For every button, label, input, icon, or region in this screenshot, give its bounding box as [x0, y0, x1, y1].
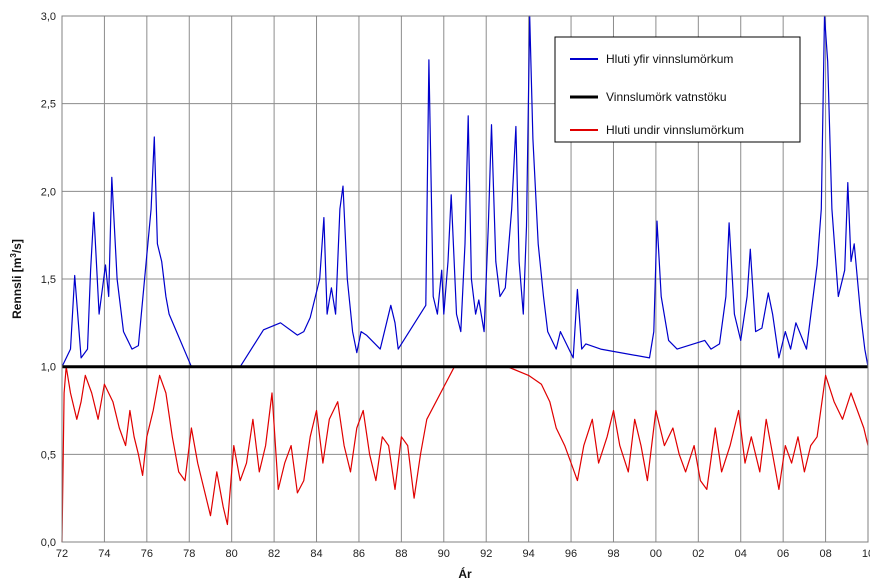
- x-tick-label-15: 02: [692, 548, 704, 560]
- y-axis-title-base: Rennsli [m: [10, 258, 24, 319]
- x-tick-label-0: 72: [56, 548, 68, 560]
- x-tick-label-8: 88: [395, 548, 407, 560]
- x-tick-label-19: 10: [862, 548, 870, 560]
- x-tick-label-14: 00: [650, 548, 662, 560]
- legend: Hluti yfir vinnslumörkum Vinnslumörk vat…: [554, 36, 801, 143]
- series-above-line: [61, 15, 869, 368]
- x-tick-label-5: 82: [268, 548, 280, 560]
- x-tick-label-10: 92: [480, 548, 492, 560]
- x-tick-label-3: 78: [183, 548, 195, 560]
- y-axis-title-end: /s]: [10, 239, 24, 253]
- x-tick-label-4: 80: [226, 548, 238, 560]
- y-tick-label-6: 3,0: [41, 11, 56, 23]
- legend-label-below: Hluti undir vinnslumörkum: [606, 123, 744, 137]
- legend-box: [554, 36, 801, 143]
- series-below-line: [61, 366, 869, 543]
- y-tick-label-1: 0,5: [41, 449, 56, 461]
- x-tick-label-1: 74: [98, 548, 110, 560]
- x-tick-label-11: 94: [523, 548, 535, 560]
- x-axis-title: Ár: [458, 566, 472, 580]
- x-tick-labels: 72 74 76 78 80 82 84 86 88 90 92 94 96 98 00 02 04 06 08 10: [56, 548, 870, 560]
- y-tick-label-5: 2,5: [41, 99, 56, 111]
- y-axis-title: Rennsli [m3/s]: [9, 239, 24, 319]
- y-tick-label-4: 2,0: [41, 186, 56, 198]
- y-tick-label-0: 0,0: [41, 537, 56, 549]
- y-tick-label-3: 1,5: [41, 274, 56, 286]
- x-tick-label-17: 06: [777, 548, 789, 560]
- x-tick-label-6: 84: [310, 548, 322, 560]
- x-tick-label-9: 90: [438, 548, 450, 560]
- x-tick-label-7: 86: [353, 548, 365, 560]
- x-tick-label-12: 96: [565, 548, 577, 560]
- y-tick-label-2: 1,0: [41, 362, 56, 374]
- legend-label-threshold: Vinnslumörk vatnstöku: [606, 90, 727, 104]
- x-tick-label-13: 98: [607, 548, 619, 560]
- series-layer: [61, 15, 869, 543]
- x-tick-label-2: 76: [141, 548, 153, 560]
- y-tick-labels: 0,0 0,5 1,0 1,5 2,0 2,5 3,0: [41, 11, 56, 549]
- x-tick-label-18: 08: [819, 548, 831, 560]
- legend-label-above: Hluti yfir vinnslumörkum: [606, 52, 733, 66]
- y-axis-title-sup: 3: [9, 253, 18, 258]
- x-tick-label-16: 04: [735, 548, 747, 560]
- plot-border: [61, 15, 869, 543]
